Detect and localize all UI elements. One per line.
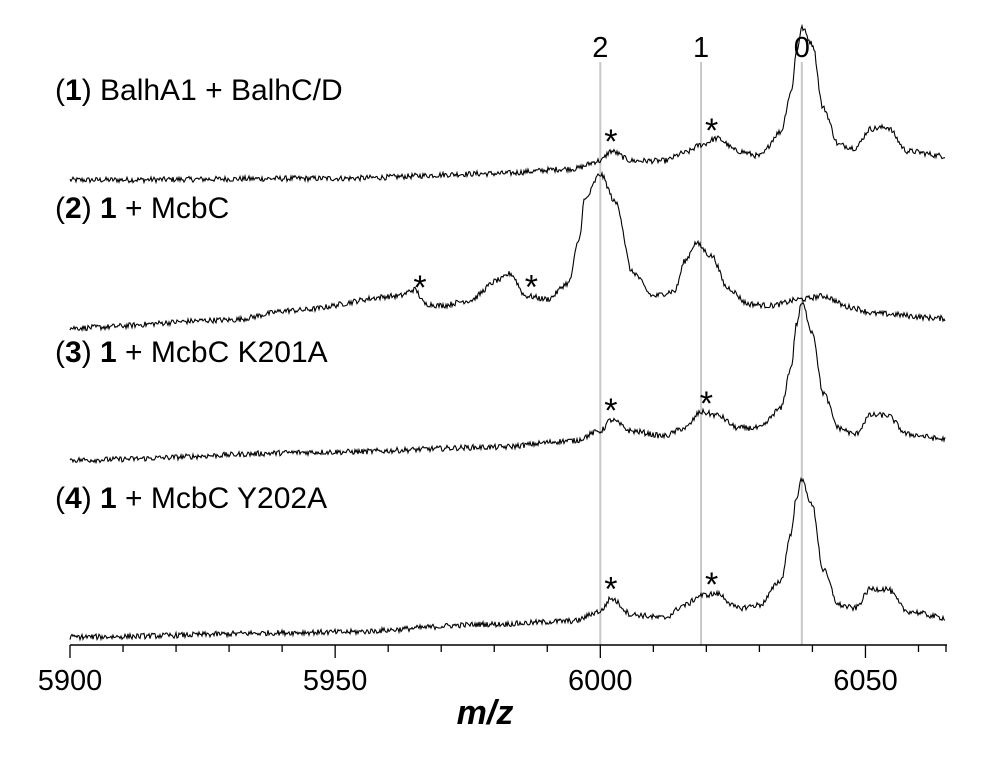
trace-label-part: 1 bbox=[65, 74, 82, 107]
trace-label-part: ) bbox=[82, 336, 100, 369]
trace-label-part: ) bbox=[82, 192, 100, 225]
trace-label-part: 1 bbox=[100, 482, 117, 515]
trace-label-part: 3 bbox=[65, 336, 82, 369]
spectra-traces bbox=[69, 23, 946, 642]
spectrum-trace-2 bbox=[69, 170, 946, 333]
reference-line-label: 0 bbox=[794, 32, 810, 64]
x-axis-ticks: 5900 5950 6000 6050 bbox=[38, 645, 947, 697]
x-tick-label: 5950 bbox=[303, 665, 368, 697]
trace-label-2: (2) 1 + McbC bbox=[55, 192, 229, 225]
peak-asterisk: * bbox=[413, 269, 426, 307]
reference-line-label: 2 bbox=[592, 32, 608, 64]
trace-label-part: ( bbox=[55, 482, 65, 515]
x-tick-label: 6050 bbox=[833, 665, 898, 697]
peak-asterisk: * bbox=[604, 123, 617, 161]
trace-label-part: + McbC bbox=[117, 192, 230, 225]
x-tick-label: 6000 bbox=[568, 665, 633, 697]
trace-label-part: ) BalhA1 + BalhC/D bbox=[82, 74, 343, 107]
trace-label-3: (3) 1 + McbC K201A bbox=[55, 336, 328, 369]
trace-label-part: + McbC Y202A bbox=[117, 482, 327, 515]
spectrum-trace-3 bbox=[69, 301, 946, 465]
reference-lines: 2 1 0 bbox=[592, 32, 810, 645]
peak-markers: * * * * * * * * bbox=[413, 112, 718, 609]
peak-asterisk: * bbox=[700, 385, 713, 423]
peak-asterisk: * bbox=[705, 566, 718, 604]
trace-label-part: ( bbox=[55, 192, 65, 225]
x-axis: 5900 5950 6000 6050 m/z bbox=[38, 644, 947, 732]
trace-label-part: ) bbox=[82, 482, 100, 515]
peak-asterisk: * bbox=[525, 269, 538, 307]
trace-label-1: (1) BalhA1 + BalhC/D bbox=[55, 74, 343, 107]
trace-label-part: 1 bbox=[100, 192, 117, 225]
peak-asterisk: * bbox=[705, 112, 718, 150]
x-axis-title: m/z bbox=[457, 694, 514, 732]
peak-asterisk: * bbox=[604, 392, 617, 430]
trace-label-part: 2 bbox=[65, 192, 82, 225]
trace-label-part: ( bbox=[55, 74, 65, 107]
trace-label-part: + McbC K201A bbox=[117, 336, 328, 369]
peak-asterisk: * bbox=[604, 571, 617, 609]
trace-label-4: (4) 1 + McbC Y202A bbox=[55, 482, 327, 515]
trace-label-part: ( bbox=[55, 336, 65, 369]
spectrum-trace-4 bbox=[69, 476, 946, 642]
trace-labels: (1) BalhA1 + BalhC/D(2) 1 + McbC(3) 1 + … bbox=[55, 74, 343, 515]
x-tick-label: 5900 bbox=[38, 665, 103, 697]
reference-line-label: 1 bbox=[693, 32, 709, 64]
trace-label-part: 1 bbox=[100, 336, 117, 369]
trace-label-part: 4 bbox=[65, 482, 82, 515]
spectrum-trace-1 bbox=[69, 23, 945, 185]
